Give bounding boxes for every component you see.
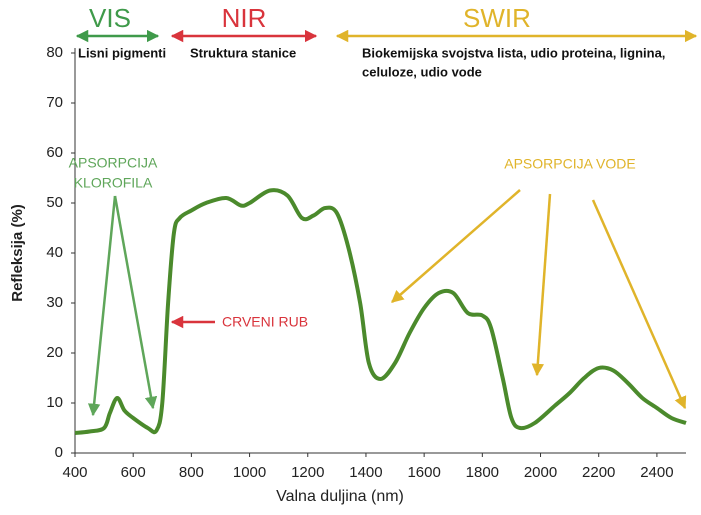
x-tick-label: 1400 xyxy=(349,464,382,481)
y-tick-label: 50 xyxy=(46,194,63,211)
x-tick-label: 800 xyxy=(179,464,204,481)
y-tick-label: 30 xyxy=(46,294,63,311)
region-name: SWIR xyxy=(463,3,531,33)
x-axis-label: Valna duljina (nm) xyxy=(276,488,404,505)
y-axis-label: Refleksija (%) xyxy=(9,204,26,302)
annotation-label: CRVENI RUB xyxy=(222,314,308,330)
annotation-label: KLOROFILA xyxy=(74,175,153,191)
y-tick-label: 0 xyxy=(55,444,63,461)
region-description: celuloze, udio vode xyxy=(362,64,482,79)
x-tick-label: 400 xyxy=(62,464,87,481)
x-tick-label: 2200 xyxy=(582,464,615,481)
annotation-label: APSORPCIJA VODE xyxy=(504,156,635,172)
y-tick-label: 40 xyxy=(46,244,63,261)
y-tick-label: 60 xyxy=(46,144,63,161)
annotation-label: APSORPCIJA xyxy=(69,155,158,171)
y-tick-label: 80 xyxy=(46,44,63,61)
x-tick-label: 2400 xyxy=(640,464,673,481)
annotation-arrow xyxy=(87,195,117,417)
annotation-arrow xyxy=(591,199,687,410)
annotation-arrow xyxy=(391,189,521,303)
annotation-arrow xyxy=(113,195,158,410)
region-description: Lisni pigmenti xyxy=(78,45,166,60)
x-tick-label: 2000 xyxy=(524,464,557,481)
x-tick-label: 1200 xyxy=(291,464,324,481)
region-name: VIS xyxy=(89,3,131,33)
x-tick-label: 600 xyxy=(121,464,146,481)
reflectance-line xyxy=(74,188,687,435)
region-description: Biokemijska svojstva lista, udio protein… xyxy=(362,45,665,60)
annotation-arrow xyxy=(531,193,552,377)
y-tick-label: 70 xyxy=(46,94,63,111)
x-tick-label: 1800 xyxy=(466,464,499,481)
region-description: Struktura stanice xyxy=(190,45,296,60)
y-tick-label: 20 xyxy=(46,344,63,361)
region-name: NIR xyxy=(222,3,267,33)
x-tick-label: 1600 xyxy=(407,464,440,481)
y-tick-label: 10 xyxy=(46,394,63,411)
x-tick-label: 1000 xyxy=(233,464,266,481)
